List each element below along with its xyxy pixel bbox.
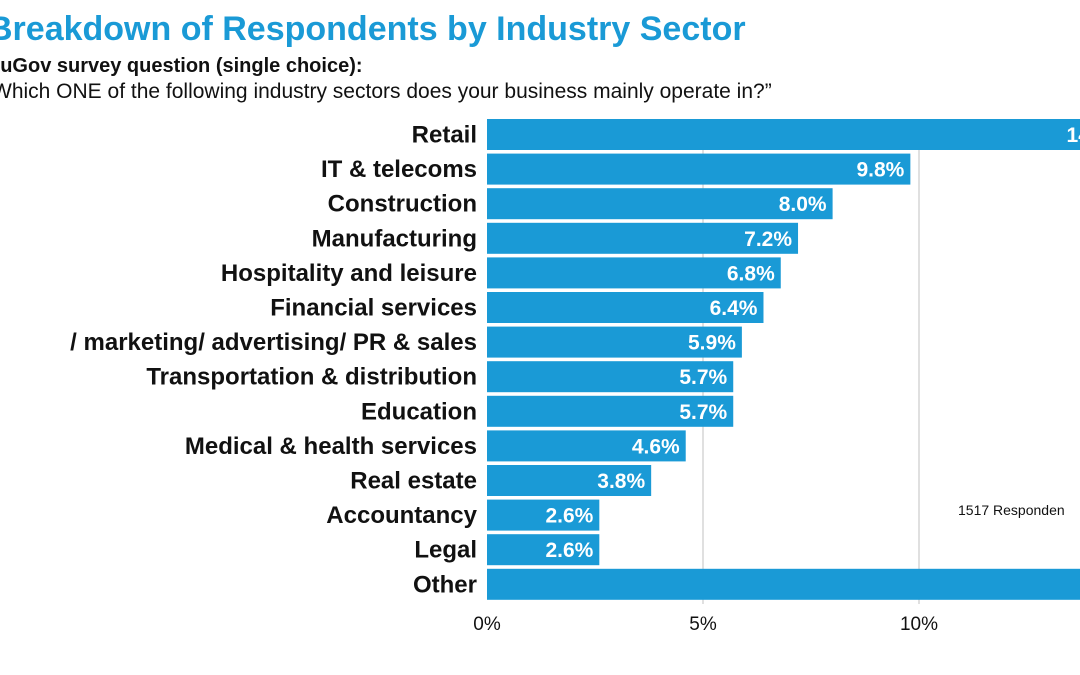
bar [487, 361, 734, 393]
data-label: 8.0% [779, 193, 827, 216]
data-label: 2.6% [545, 505, 593, 528]
bar [487, 326, 742, 358]
category-label: Construction [328, 191, 477, 218]
data-label: 6.4% [710, 297, 758, 320]
category-label: Retail [412, 122, 477, 149]
x-tick-label: 10% [900, 614, 938, 635]
data-label: 6.8% [727, 262, 775, 285]
category-label: Real estate [350, 468, 477, 495]
data-label: 5.7% [679, 366, 727, 389]
bar [487, 188, 833, 220]
category-label: Financial services [270, 295, 477, 322]
x-tick-label: 0% [473, 614, 501, 635]
data-label: 9.8% [856, 159, 904, 182]
bar [487, 395, 734, 427]
bar [487, 568, 1080, 600]
bar [487, 257, 781, 289]
x-tick-labels: 0% 5% 10% [473, 614, 938, 635]
chart-title: Breakdown of Respondents by Industry Sec… [0, 10, 746, 48]
survey-question: Which ONE of the following industry sect… [0, 80, 772, 103]
data-label: 2.6% [545, 539, 593, 562]
data-label: 7.2% [744, 228, 792, 251]
bar [487, 222, 799, 254]
bar [487, 499, 600, 531]
bar [487, 153, 911, 185]
category-label: / marketing/ advertising/ PR & sales [70, 329, 477, 356]
data-label: 3.8% [597, 470, 645, 493]
data-labels: 14.5 9.8% 8.0% 7.2% 6.8% 6.4% 5.9% 5.7% 5.7% 4.6%… [545, 124, 1080, 562]
category-label: Education [361, 398, 477, 425]
bar [487, 292, 764, 323]
chart-subtitle: ouGov survey question (single choice): [0, 55, 363, 77]
category-label: Manufacturing [312, 225, 477, 252]
bar [487, 430, 686, 462]
respondents-note: 1517 Responden [958, 502, 1065, 518]
data-label: 5.7% [679, 401, 727, 424]
category-label: Transportation & distribution [146, 364, 477, 391]
bars [487, 119, 1080, 600]
bar [487, 534, 600, 566]
category-label: Legal [414, 537, 477, 564]
category-label: Accountancy [326, 502, 477, 529]
x-tick-label: 5% [689, 614, 717, 635]
category-label: Hospitality and leisure [221, 260, 477, 287]
data-label: 14.5 [1067, 124, 1080, 147]
category-label: Medical & health services [185, 433, 477, 460]
data-label: 4.6% [632, 435, 680, 458]
category-labels: Retail IT & telecoms Construction Manufactu… [70, 122, 477, 599]
bar [487, 465, 652, 496]
category-label: IT & telecoms [321, 156, 477, 183]
bar [487, 119, 1080, 150]
data-label: 5.9% [688, 332, 736, 355]
category-label: Other [413, 571, 477, 598]
